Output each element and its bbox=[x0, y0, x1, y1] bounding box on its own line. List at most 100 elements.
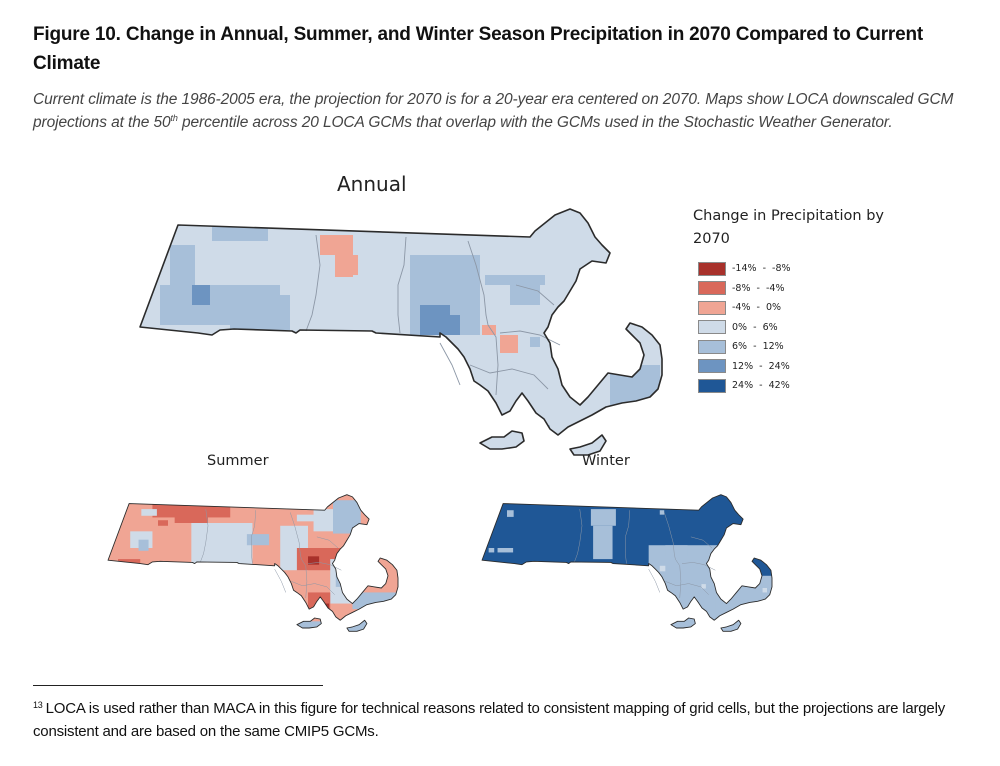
legend-swatch bbox=[698, 378, 726, 393]
winter-grid-cell bbox=[507, 510, 514, 517]
county-boundary bbox=[307, 562, 342, 571]
county-boundary bbox=[663, 512, 682, 599]
county-boundary bbox=[681, 562, 716, 571]
legend-item: -4% - 0% bbox=[693, 298, 913, 318]
legend-item: -8% - -4% bbox=[693, 279, 913, 299]
winter-grid-cell bbox=[488, 548, 495, 553]
legend-item: 6% - 12% bbox=[693, 337, 913, 357]
legend-item: 24% - 42% bbox=[693, 376, 913, 396]
summer-grid-cell bbox=[174, 511, 208, 523]
county-boundary bbox=[665, 581, 709, 595]
summer-grid-cell bbox=[138, 539, 149, 551]
annual-grid-cell bbox=[610, 365, 660, 405]
legend-item: -14% - -8% bbox=[693, 259, 913, 279]
annual-grid-cell bbox=[530, 425, 550, 435]
marthas-vineyard-outline bbox=[296, 617, 322, 629]
annual-grid-cell bbox=[230, 295, 290, 330]
legend-swatch bbox=[698, 261, 726, 276]
legend-label: 24% - 42% bbox=[732, 380, 790, 392]
caption-text-1: Current climate is the 1986-2005 era, th… bbox=[33, 91, 954, 131]
winter-grid-cell bbox=[701, 584, 706, 589]
legend-swatch bbox=[698, 300, 726, 315]
county-boundary bbox=[316, 536, 339, 549]
winter-grid-cell bbox=[593, 525, 613, 560]
state-outline bbox=[481, 494, 773, 621]
caption-text-2: percentile across 20 LOCA GCMs that over… bbox=[177, 114, 893, 131]
figure-title: Figure 10. Change in Annual, Summer, and… bbox=[33, 24, 923, 74]
summer-map bbox=[107, 494, 399, 632]
summer-grid-cell bbox=[152, 503, 231, 518]
annual-grid-cell bbox=[482, 325, 496, 335]
summer-grid-cell bbox=[158, 520, 168, 526]
legend-title: Change in Precipitation by 2070 bbox=[693, 208, 884, 247]
legend-swatch bbox=[698, 320, 726, 335]
annual-grid-cell bbox=[450, 295, 480, 315]
footnote-divider bbox=[33, 685, 323, 686]
summer-map-label: Summer bbox=[207, 453, 269, 469]
county-boundary bbox=[291, 581, 335, 595]
county-boundary bbox=[573, 509, 583, 563]
county-boundary bbox=[251, 510, 257, 564]
county-boundary bbox=[397, 236, 407, 334]
county-boundary bbox=[289, 512, 308, 599]
county-boundary bbox=[690, 536, 713, 549]
summer-grid-cell bbox=[313, 509, 336, 532]
summer-grid-cell bbox=[141, 509, 157, 516]
winter-grid-cell bbox=[497, 548, 514, 553]
winter-grid-cell bbox=[665, 545, 688, 557]
legend-item: 0% - 6% bbox=[693, 318, 913, 338]
county-boundary bbox=[469, 364, 549, 390]
figure-caption: Current climate is the 1986-2005 era, th… bbox=[33, 88, 973, 134]
annual-grid-cell bbox=[530, 337, 540, 347]
legend-label: -4% - 0% bbox=[732, 302, 782, 314]
legend-swatch bbox=[698, 359, 726, 374]
summer-grid-cell bbox=[335, 570, 353, 587]
legend-label: -8% - -4% bbox=[732, 282, 785, 294]
county-boundary bbox=[467, 240, 499, 396]
legend-swatch bbox=[698, 339, 726, 354]
marthas-vineyard-outline bbox=[670, 617, 696, 629]
state-outline bbox=[139, 208, 663, 436]
legend-swatch bbox=[698, 281, 726, 296]
nantucket-outline bbox=[346, 619, 368, 632]
footnote-text: LOCA is used rather than MACA in this fi… bbox=[33, 700, 946, 740]
annual-grid-cell bbox=[212, 225, 268, 241]
county-boundary bbox=[305, 234, 321, 332]
winter-map bbox=[481, 494, 773, 632]
legend-item: 12% - 24% bbox=[693, 357, 913, 377]
county-boundary bbox=[439, 342, 461, 386]
annual-grid-cell bbox=[500, 335, 518, 353]
legend-items: -14% - -8% -8% - -4% -4% - 0% 0% - 6% 6% - 1… bbox=[693, 259, 913, 396]
caption-superscript: th bbox=[170, 113, 178, 123]
summer-grid-cell bbox=[296, 514, 320, 522]
winter-grid-cell bbox=[720, 620, 744, 632]
nantucket-outline bbox=[569, 434, 607, 456]
summer-grid-cell bbox=[246, 534, 270, 546]
nantucket-outline bbox=[720, 619, 742, 632]
legend: Change in Precipitation by 2070 -14% - -… bbox=[693, 205, 913, 396]
winter-grid-cell bbox=[715, 575, 772, 615]
county-boundary bbox=[499, 330, 561, 346]
annual-grid-cell bbox=[192, 285, 210, 305]
annual-grid-cell bbox=[340, 255, 358, 275]
county-boundary bbox=[648, 568, 661, 593]
marthas-vineyard-outline bbox=[479, 430, 525, 450]
legend-label: 6% - 12% bbox=[732, 341, 784, 353]
winter-grid-cell bbox=[670, 621, 696, 630]
winter-grid-cell bbox=[659, 565, 666, 572]
county-boundary bbox=[625, 510, 631, 564]
county-boundary bbox=[274, 568, 287, 593]
summer-grid-cell bbox=[308, 556, 320, 565]
winter-grid-cell bbox=[659, 510, 665, 515]
state-outline bbox=[107, 494, 399, 621]
winter-grid-cell bbox=[762, 588, 767, 593]
footnote: 13 LOCA is used rather than MACA in this … bbox=[33, 697, 973, 743]
winter-grid-cell bbox=[590, 509, 616, 526]
county-boundary bbox=[199, 509, 209, 563]
footnote-number: 13 bbox=[33, 700, 43, 710]
summer-grid-cell bbox=[346, 620, 370, 632]
winter-map-label: Winter bbox=[582, 453, 630, 469]
summer-grid-cell bbox=[296, 621, 322, 630]
annual-map-label: Annual bbox=[337, 172, 407, 196]
summer-grid-cell bbox=[333, 500, 361, 534]
